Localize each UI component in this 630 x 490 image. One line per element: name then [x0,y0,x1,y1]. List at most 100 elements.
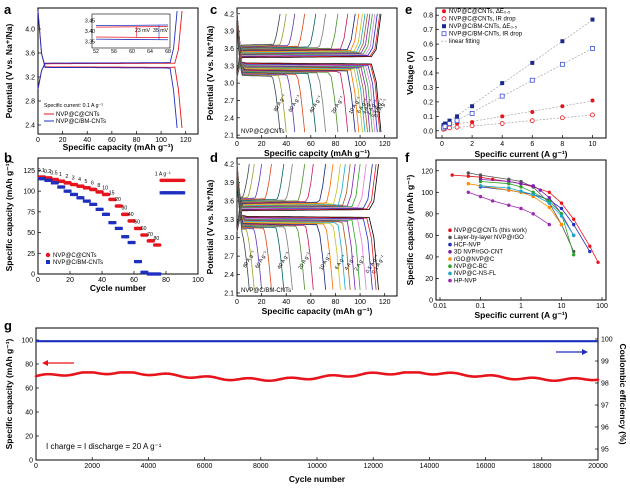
c-charge-curve [236,13,281,78]
y-tick-label: 20 [425,276,433,283]
x-tick-label: 6 [530,141,534,148]
panel-b-point-blue [138,259,142,264]
panel-a-charge-curve [37,10,183,90]
d-discharge-curve [236,164,361,290]
panel-d-xlabel: Specific capacity (mAh g⁻¹) [262,306,373,316]
panel-a-curves [37,10,183,129]
panel-g-xlabel: Cycle number [289,474,346,484]
panel-b-rate-label: 15 [109,190,115,196]
panel-b-point-red [113,197,117,202]
c-charge-curve [236,13,349,78]
c-discharge-curve [236,13,339,133]
c-charge-curve [236,13,339,78]
x-tick-label: 20000 [588,463,608,470]
c-discharge-curve [236,13,373,133]
panel-e-points [441,17,595,132]
panel-f-legend-label: NVP@C-BC [454,264,488,270]
panel-b-point-blue [177,191,181,195]
y-tick-label: 2.1 [224,133,234,140]
y-tick-label: 50 [27,230,35,237]
c-charge-curve [236,13,378,78]
panel-b-ylabel: Specific capacity (mAh g⁻¹) [4,160,14,271]
c-rate-label: 80 A g⁻¹ [273,93,288,113]
y-tick-label: 4.0 [25,27,35,34]
panel-b-rate-label: 4 [78,177,81,183]
panel-e-point [590,17,595,22]
panel-d-curves: 0.1 A g⁻¹0.5 A g⁻¹2 A g⁻¹4 A g⁻¹6 A g⁻¹1… [236,164,386,290]
d-discharge-curve [236,164,351,290]
panel-b-point-blue [145,270,149,274]
panel-d: d Specific capacity (mAh g⁻¹) Potential … [205,150,398,316]
c-charge-curve [236,13,368,78]
panel-b-legend-marker-1 [45,252,51,258]
x-tick-label: 120 [379,299,391,306]
panel-f-xlabel: Specific current (A g⁻¹) [475,310,568,320]
x-tick-label: 20 [258,141,266,148]
y-tick-label: 3.6 [224,198,234,205]
x-tick-label: 80 [332,141,340,148]
panel-b-yticks: 0 25 50 75 100 125 [23,168,41,279]
panel-d-tag: NVP@C/BM-CNTs [241,288,291,294]
c-discharge-curve [236,13,376,133]
x-tick-label: 18000 [532,463,552,470]
panel-f-point [478,184,483,188]
x-tick-label: 2000 [84,463,100,470]
panel-b-point-blue [153,272,157,276]
panel-b-point-blue [119,226,123,231]
panel-g-yticks: 0 20 40 60 80 100 [21,338,39,465]
y-tick-label: 3.6 [224,46,234,53]
panel-b-rate-label: 60 [141,226,147,232]
panel-e-point [470,104,475,109]
y-tick-label: 0.1 [423,114,433,121]
y-tick-label: 3.6 [25,51,35,58]
panel-f-point [466,171,471,175]
panel-e-point [454,124,460,130]
panel-f-legend-marker [448,278,452,283]
x-tick-label: 0 [440,141,444,148]
panel-e-point [590,98,595,103]
y2-tick-label: 100 [601,337,613,344]
x-tick-label: 0 [235,141,239,148]
panel-e-point [469,123,475,129]
panel-f-series [450,171,600,265]
inset-x-tick: 56 [111,49,117,55]
panel-b-rate-label: 50 [134,219,140,225]
panel-g-frame [35,327,599,461]
panel-e-point [529,77,535,83]
y-tick-label: 20 [25,434,33,441]
panel-b-rate-label: 1 A g⁻¹ [155,171,171,177]
y-tick-label: 0.6 [423,42,433,49]
y-tick-label: 60 [425,233,433,240]
c-rate-label: 40 A g⁻¹ [309,94,324,114]
d-charge-curve [236,164,373,232]
panel-e-label: e [405,2,412,17]
panel-f-point [596,260,600,265]
y-tick-label: 40 [25,410,33,417]
panel-b-point-red [151,239,155,243]
x-tick-label: 10 [589,141,597,148]
x-tick-label: 0 [36,277,40,284]
y-tick-label: 3.2 [25,75,35,82]
panel-g-condition: I charge = I discharge = 20 A g⁻¹ [46,442,162,451]
panel-b-point-blue [73,192,77,197]
c-charge-curve [236,13,373,78]
panel-e-legend-label: NVP@C/BM-CNTs, IR drop [449,32,523,38]
panel-f: f Specific current (A g⁻¹) Specific capa… [405,150,608,320]
panel-b-point-blue [106,212,110,216]
d-charge-curve [236,164,346,232]
panel-e-fit-line [441,114,593,130]
y-tick-label: 2.4 [224,272,234,279]
panel-f-legend-marker [448,264,452,269]
c-discharge-curve [236,13,366,133]
d-rate-label: 20 A g⁻¹ [298,251,313,271]
panel-f-point [531,192,535,197]
panel-g-capacity-point [596,378,600,381]
x-tick-label: 20 [258,299,266,306]
panel-g-left-arrowhead [42,360,48,366]
y-tick-label: 125 [23,168,35,175]
panel-b-point-blue [49,178,53,182]
panel-c-ylabel: Potential (V vs. Na⁺/Na) [205,25,215,120]
panel-e-point [559,61,565,67]
panel-f-point [588,244,592,248]
panel-b-point-blue [169,191,173,195]
